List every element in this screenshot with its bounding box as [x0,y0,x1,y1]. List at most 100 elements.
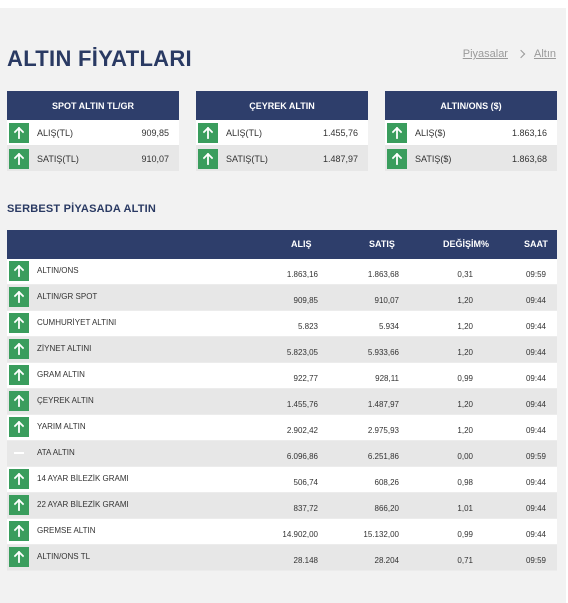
table-row[interactable]: 14 AYAR BİLEZİK GRAMI 506,74 608,26 0,98 09:… [7,467,557,493]
row-time: 09:44 [525,374,546,383]
row-time: 09:44 [525,530,546,539]
card-row-label: SATIŞ($) [415,153,452,164]
arrow-up-icon [9,547,29,567]
card-row-label: ALIŞ(TL) [226,127,263,138]
column-header-buy: ALIŞ [291,239,312,249]
arrow-up-icon [9,313,29,333]
row-change: 0,31 [457,270,473,279]
table-row[interactable]: ALTIN/ONS 1.863,16 1.863,68 0,31 09:59 [7,259,557,285]
row-buy: 6.096,86 [286,452,318,461]
row-sell: 910,07 [374,296,399,305]
column-header-change: DEĞİŞİM% [443,239,490,249]
arrow-up-icon [9,365,29,385]
row-change: 1,20 [457,426,473,435]
row-time: 09:59 [525,452,546,461]
row-name: ALTIN/ONS [37,266,79,275]
row-change: 0,71 [457,556,473,565]
row-time: 09:59 [525,556,546,565]
card-title: SPOT ALTIN TL/GR [7,91,179,120]
row-sell: 6.251,86 [367,452,399,461]
arrow-up-icon [9,261,29,281]
card-row-value: 1.863,16 [511,127,547,138]
row-name: GREMSE ALTIN [37,526,96,535]
table-header: ALIŞ SATIŞ DEĞİŞİM% SAAT [7,230,557,259]
row-sell: 1.863,68 [367,270,399,279]
table-row[interactable]: 22 AYAR BİLEZİK GRAMI 837,72 866,20 1,01 09:… [7,493,557,519]
row-change: 0,99 [457,374,473,383]
row-name: 22 AYAR BİLEZİK GRAMI [37,500,129,509]
card-row-value: 1.455,76 [322,127,358,138]
table-row[interactable]: ATA ALTIN 6.096,86 6.251,86 0,00 09:59 [7,441,557,467]
row-sell: 866,20 [374,504,399,513]
card-row-label: ALIŞ($) [415,127,446,138]
card-row: ALIŞ(TL) 1.455,76 [196,120,368,146]
card-row-value: 1.863,68 [511,153,547,164]
table-row[interactable]: ZİYNET ALTINI 5.823,05 5.933,66 1,20 09:44 [7,337,557,363]
row-buy: 2.902,42 [286,426,318,435]
row-time: 09:44 [525,348,546,357]
row-change: 0,00 [457,452,473,461]
row-name: ATA ALTIN [37,448,75,457]
card-altin-ons: ALTIN/ONS ($) ALIŞ($) 1.863,16 SATIŞ($) … [385,91,557,171]
card-row: SATIŞ($) 1.863,68 [385,146,557,171]
row-buy: 837,72 [293,504,318,513]
row-buy: 1.863,16 [286,270,318,279]
row-buy: 1.455,76 [286,400,318,409]
card-row-label: ALIŞ(TL) [37,127,74,138]
dash-icon [9,443,29,463]
row-name: 14 AYAR BİLEZİK GRAMI [37,474,129,483]
table-row[interactable]: YARIM ALTIN 2.902,42 2.975,93 1,20 09:44 [7,415,557,441]
card-row-value: 1.487,97 [322,153,358,164]
section-title: SERBEST PİYASADA ALTIN [7,203,157,215]
row-name: ALTIN/GR SPOT [37,292,98,301]
arrow-up-icon [9,148,29,169]
card-row: ALIŞ(TL) 909,85 [7,120,179,146]
content-panel: ALTIN FİYATLARI Piyasalar Altın SPOT ALT… [0,8,566,603]
table-row[interactable]: CUMHURİYET ALTINI 5.823 5.934 1,20 09:44 [7,311,557,337]
breadcrumb-altin-link[interactable]: Altın [533,48,556,60]
row-buy: 28.148 [293,556,318,565]
row-sell: 5.933,66 [367,348,399,357]
row-sell: 608,26 [374,478,399,487]
card-row-label: SATIŞ(TL) [226,153,268,164]
row-time: 09:44 [525,322,546,331]
chevron-right-icon [516,49,526,59]
row-change: 1,20 [457,322,473,331]
card-row-value: 909,85 [141,127,169,138]
column-header-sell: SATIŞ [369,239,395,249]
card-row: SATIŞ(TL) 910,07 [7,146,179,171]
table-row[interactable]: ALTIN/ONS TL 28.148 28.204 0,71 09:59 [7,545,557,571]
page-title: ALTIN FİYATLARI [7,46,192,71]
row-buy: 5.823 [297,322,318,331]
table-body: ALTIN/ONS 1.863,16 1.863,68 0,31 09:59 ALTIN/… [7,259,557,571]
card-ceyrek-altin: ÇEYREK ALTIN ALIŞ(TL) 1.455,76 SATIŞ(TL)… [196,91,368,171]
arrow-up-icon [387,122,407,143]
row-buy: 506,74 [293,478,318,487]
arrow-up-icon [198,148,218,169]
row-name: YARIM ALTIN [37,422,86,431]
breadcrumb-piyasalar-link[interactable]: Piyasalar [462,48,508,60]
row-time: 09:44 [525,504,546,513]
row-sell: 1.487,97 [367,400,399,409]
row-time: 09:44 [525,426,546,435]
row-change: 1,01 [457,504,473,513]
gold-price-table: ALIŞ SATIŞ DEĞİŞİM% SAAT ALTIN/ONS 1.863,… [7,230,557,571]
card-row: ALIŞ($) 1.863,16 [385,120,557,146]
arrow-up-icon [9,495,29,515]
row-time: 09:44 [525,478,546,487]
table-row[interactable]: GRAM ALTIN 922,77 928,11 0,99 09:44 [7,363,557,389]
card-row-value: 910,07 [141,153,169,164]
row-time: 09:44 [525,296,546,305]
row-time: 09:44 [525,400,546,409]
row-sell: 5.934 [378,322,399,331]
card-spot-altin: SPOT ALTIN TL/GR ALIŞ(TL) 909,85 SATIŞ(T… [7,91,179,171]
row-sell: 28.204 [374,556,399,565]
row-buy: 14.902,00 [282,530,318,539]
table-row[interactable]: GREMSE ALTIN 14.902,00 15.132,00 0,99 09:44 [7,519,557,545]
row-sell: 2.975,93 [367,426,399,435]
table-row[interactable]: ÇEYREK ALTIN 1.455,76 1.487,97 1,20 09:44 [7,389,557,415]
card-title: ALTIN/ONS ($) [385,91,557,120]
arrow-up-icon [9,339,29,359]
table-row[interactable]: ALTIN/GR SPOT 909,85 910,07 1,20 09:44 [7,285,557,311]
row-buy: 5.823,05 [286,348,318,357]
